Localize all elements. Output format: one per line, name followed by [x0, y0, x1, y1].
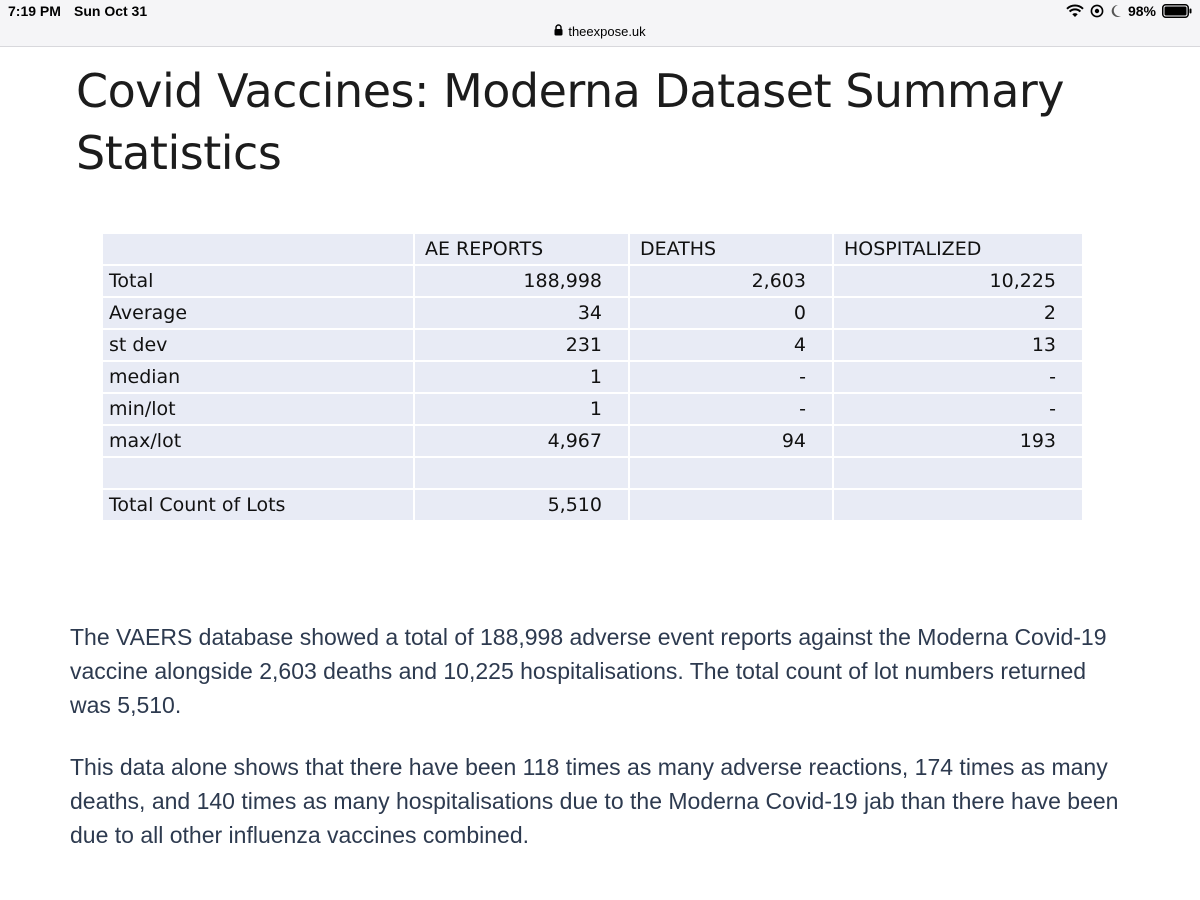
cell-hospitalized: 193	[832, 424, 1084, 458]
row-label: min/lot	[101, 392, 415, 426]
cell-deaths	[628, 488, 834, 522]
header-cell-hospitalized: HOSPITALIZED	[832, 232, 1084, 266]
cell-deaths: 2,603	[628, 264, 834, 298]
cell-ae-reports: 5,510	[413, 488, 630, 522]
row-label	[101, 456, 415, 490]
moon-icon	[1110, 4, 1122, 18]
cell-deaths: 4	[628, 328, 834, 362]
cell-ae-reports: 34	[413, 296, 630, 330]
battery-percentage: 98%	[1127, 3, 1156, 19]
url-text: theexpose.uk	[568, 24, 646, 39]
cell-ae-reports	[413, 456, 630, 490]
status-date: Sun Oct 31	[74, 3, 148, 19]
cell-deaths: 94	[628, 424, 834, 458]
slide-title: Covid Vaccines: Moderna Dataset Summary …	[76, 60, 1156, 184]
row-label: max/lot	[101, 424, 415, 458]
cell-hospitalized	[832, 488, 1084, 522]
cell-deaths: -	[628, 360, 834, 394]
status-bar: 7:19 PM Sun Oct 31 98%	[0, 0, 1200, 22]
table-row	[101, 456, 1084, 490]
address-bar[interactable]: theexpose.uk	[0, 22, 1200, 47]
cell-deaths: -	[628, 392, 834, 426]
cell-ae-reports: 231	[413, 328, 630, 362]
url-display[interactable]: theexpose.uk	[0, 24, 1200, 39]
cell-hospitalized: -	[832, 392, 1084, 426]
table-row: Total Count of Lots 5,510	[101, 488, 1084, 522]
table-row: max/lot 4,967 94 193	[101, 424, 1084, 458]
slide-title-line2: Statistics	[76, 126, 282, 180]
cell-hospitalized	[832, 456, 1084, 490]
header-cell-ae-reports: AE REPORTS	[413, 232, 630, 266]
battery-icon	[1162, 4, 1192, 18]
row-label: Total Count of Lots	[101, 488, 415, 522]
article-paragraph-2: This data alone shows that there have be…	[70, 754, 1119, 848]
cell-hospitalized: -	[832, 360, 1084, 394]
wifi-icon	[1066, 4, 1084, 18]
header-cell-deaths: DEATHS	[628, 232, 834, 266]
cell-hospitalized: 2	[832, 296, 1084, 330]
cell-hospitalized: 13	[832, 328, 1084, 362]
cell-ae-reports: 1	[413, 392, 630, 426]
table-row: median 1 - -	[101, 360, 1084, 394]
table-row: Average 34 0 2	[101, 296, 1084, 330]
status-icons: 98%	[1066, 2, 1192, 20]
row-label: median	[101, 360, 415, 394]
cell-deaths	[628, 456, 834, 490]
row-label: Total	[101, 264, 415, 298]
table-row: st dev 231 4 13	[101, 328, 1084, 362]
table-row: Total 188,998 2,603 10,225	[101, 264, 1084, 298]
slide-title-line1: Covid Vaccines: Moderna Dataset Summary	[76, 64, 1065, 118]
location-lock-icon	[1090, 4, 1104, 18]
table-row: min/lot 1 - -	[101, 392, 1084, 426]
cell-ae-reports: 188,998	[413, 264, 630, 298]
cell-hospitalized: 10,225	[832, 264, 1084, 298]
article-paragraph-1: The VAERS database showed a total of 188…	[70, 624, 1107, 718]
row-label: st dev	[101, 328, 415, 362]
summary-statistics-table: AE REPORTS DEATHS HOSPITALIZED Total 188…	[101, 232, 1084, 522]
lock-icon	[554, 24, 563, 39]
table-header-row: AE REPORTS DEATHS HOSPITALIZED	[101, 232, 1084, 266]
article-body: The VAERS database showed a total of 188…	[70, 620, 1130, 880]
cell-deaths: 0	[628, 296, 834, 330]
header-cell-label	[101, 232, 415, 266]
row-label: Average	[101, 296, 415, 330]
status-time: 7:19 PM	[8, 3, 61, 19]
cell-ae-reports: 1	[413, 360, 630, 394]
cell-ae-reports: 4,967	[413, 424, 630, 458]
